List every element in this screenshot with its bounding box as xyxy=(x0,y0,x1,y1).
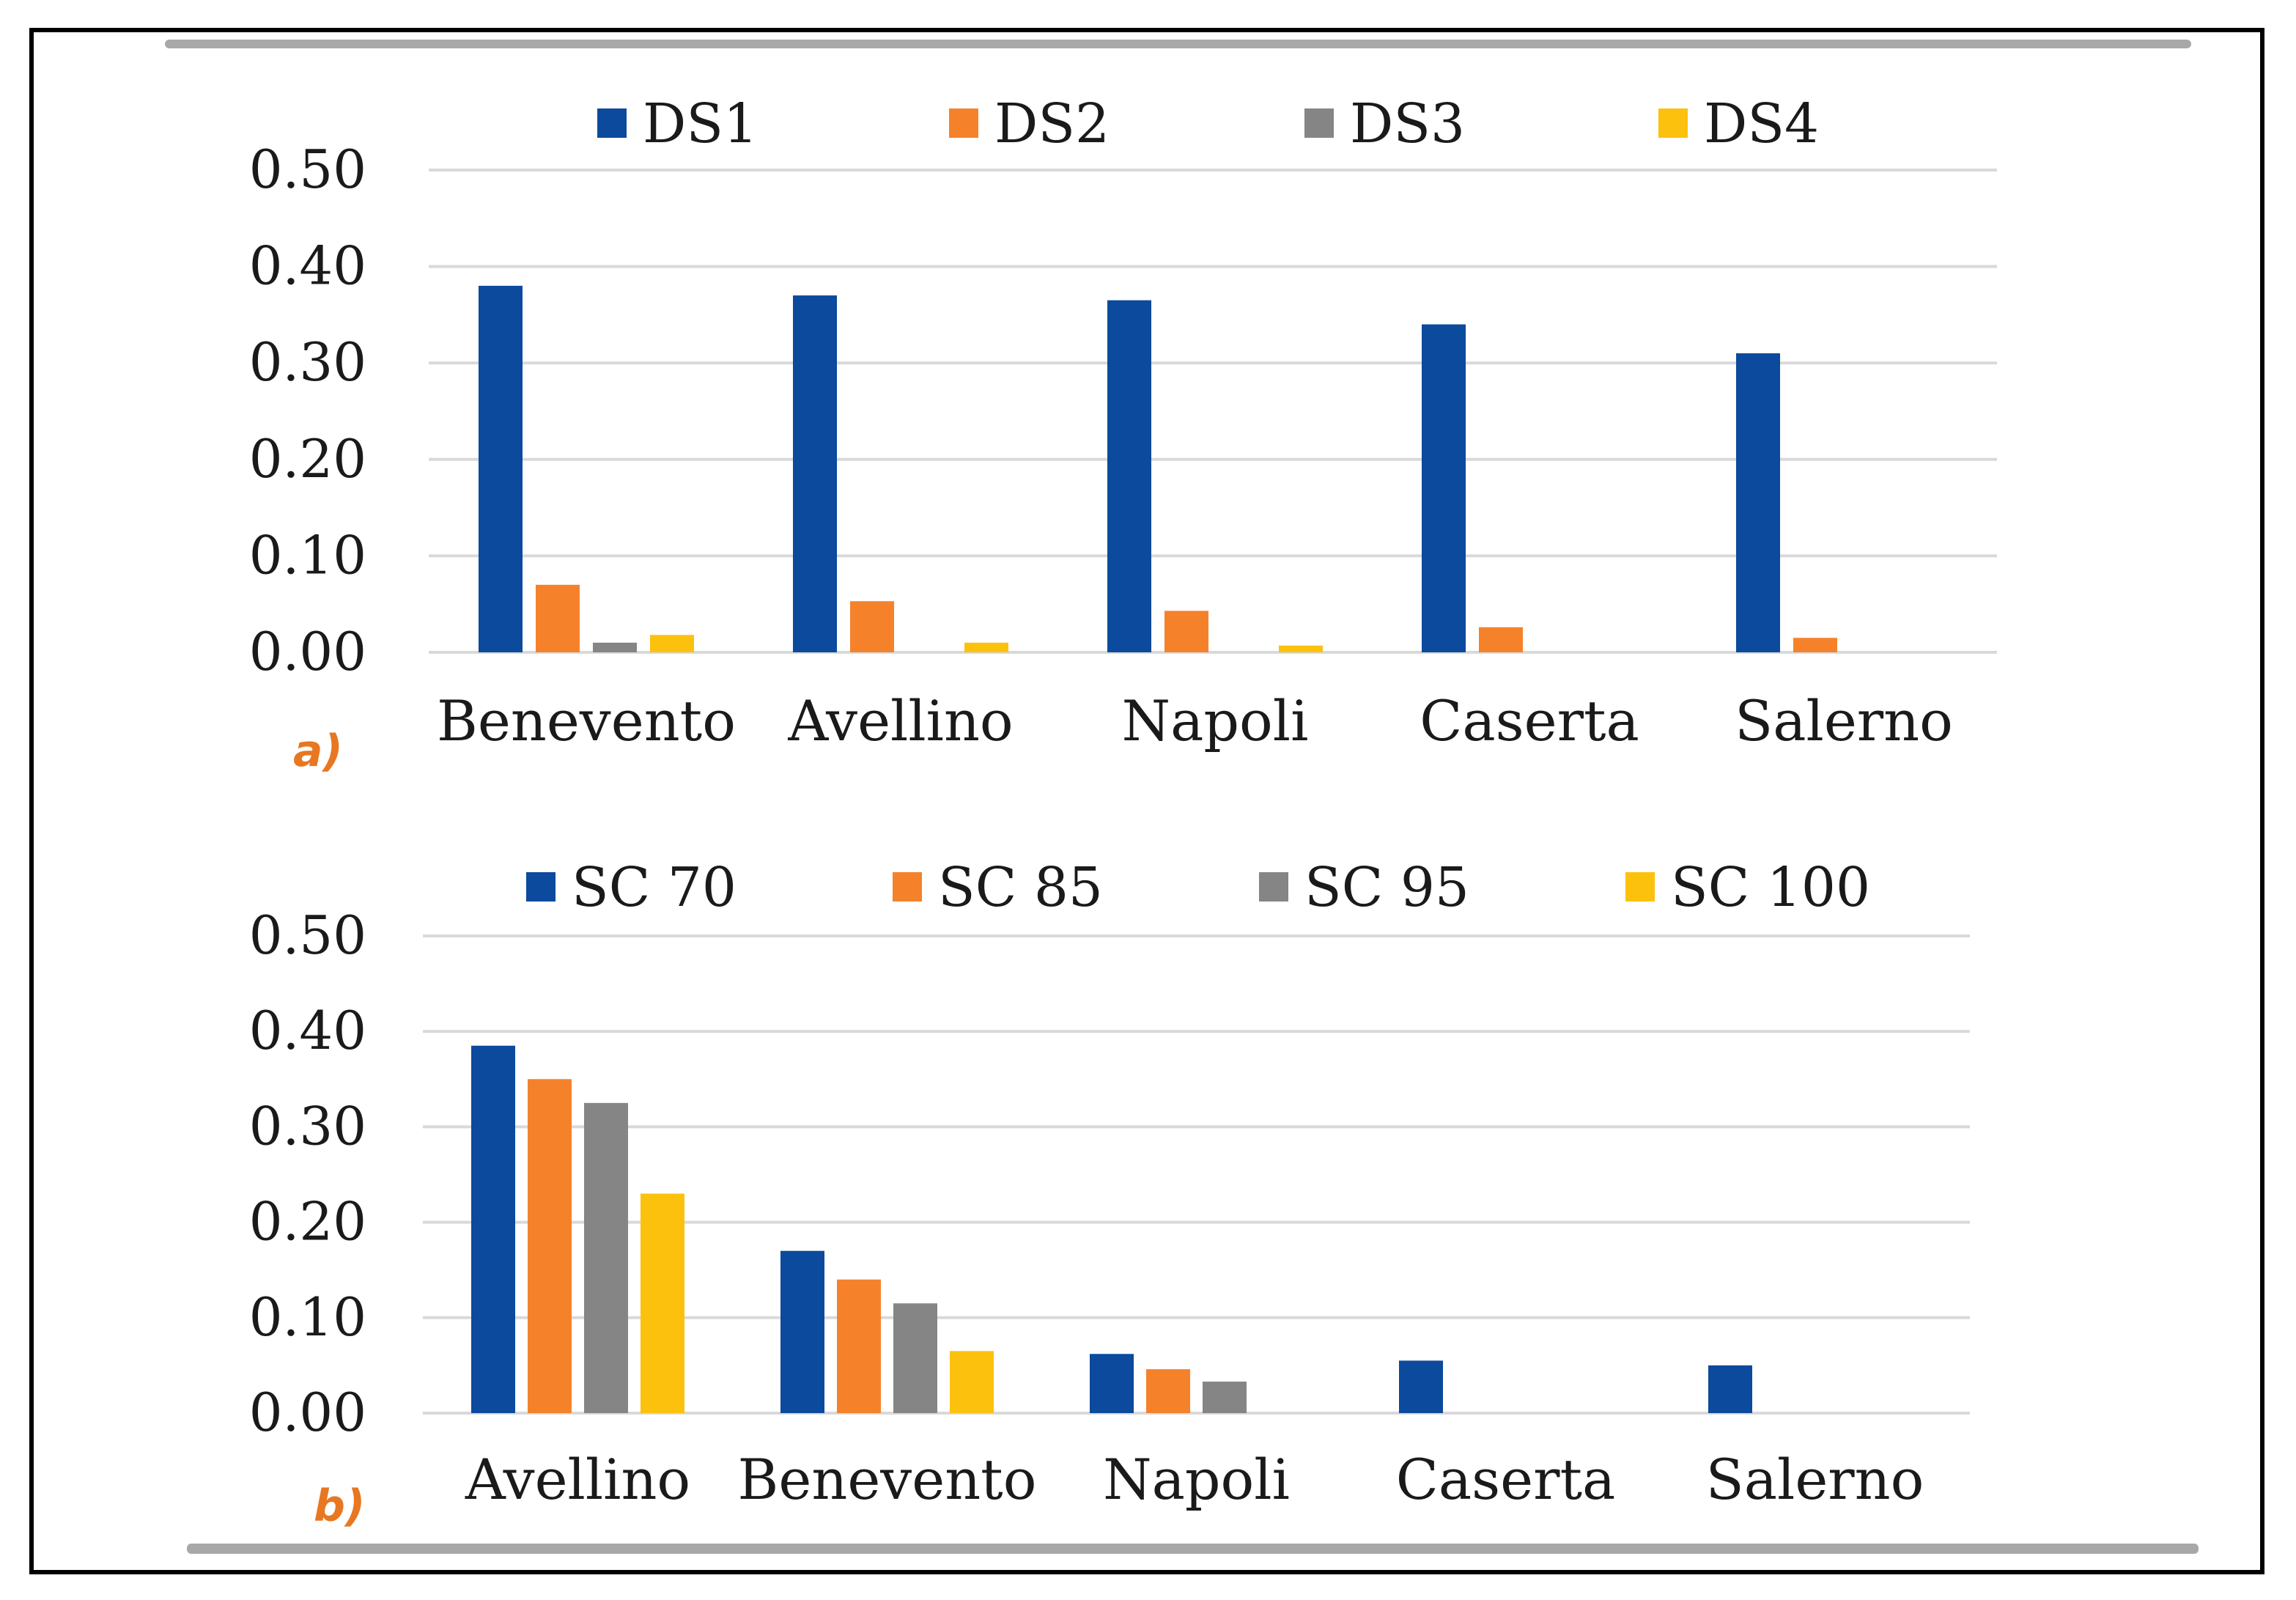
bar-ds1-salerno xyxy=(1736,353,1780,652)
legend-swatch xyxy=(526,872,555,902)
bar-sc70-caserta xyxy=(1399,1360,1443,1413)
panel-label: b) xyxy=(314,1481,365,1532)
bar-sc85-benevento xyxy=(837,1279,881,1413)
chart-a: 0.00 0.10 0.20 0.30 0.40 0.50 Benevento Avellin… xyxy=(249,92,1997,777)
y-tick-label: 0.00 xyxy=(249,1382,366,1443)
legend-swatch xyxy=(1625,872,1655,902)
category-label: Avellino xyxy=(787,688,1013,753)
bar-sc95-napoli xyxy=(1203,1382,1247,1413)
legend-swatch xyxy=(1658,108,1688,138)
bar-ds4-avellino xyxy=(964,642,1008,652)
legend-swatch xyxy=(1304,108,1334,138)
legend-swatch xyxy=(597,108,627,138)
bar-ds1-avellino xyxy=(793,295,837,652)
bar-ds1-benevento xyxy=(479,285,523,652)
legend-label: DS2 xyxy=(994,92,1110,155)
category-label: Avellino xyxy=(465,1447,690,1512)
bar-ds2-avellino xyxy=(850,601,894,652)
y-tick-label: 0.40 xyxy=(249,235,366,297)
legend-label: DS3 xyxy=(1350,92,1465,155)
bar-sc85-avellino xyxy=(528,1079,572,1413)
bar-ds2-salerno xyxy=(1793,638,1837,652)
legend-label: SC 70 xyxy=(572,856,737,919)
bar-ds2-caserta xyxy=(1479,627,1523,652)
y-tick-label: 0.50 xyxy=(249,139,366,200)
legend-label: SC 100 xyxy=(1671,856,1870,919)
bar-sc70-salerno xyxy=(1708,1365,1752,1413)
bar-ds1-caserta xyxy=(1422,324,1466,652)
category-label: Caserta xyxy=(1396,1447,1616,1512)
category-label: Salerno xyxy=(1706,1447,1924,1512)
category-label: Napoli xyxy=(1122,688,1309,753)
bar-sc70-benevento xyxy=(780,1250,824,1413)
legend-label: DS1 xyxy=(643,92,758,155)
legend-swatch xyxy=(893,872,922,902)
y-tick-label: 0.10 xyxy=(249,524,366,586)
legend-label: DS4 xyxy=(1704,92,1819,155)
y-tick-label: 0.20 xyxy=(249,428,366,490)
bar-ds3-benevento xyxy=(593,642,637,652)
y-tick-label: 0.00 xyxy=(249,621,366,682)
bar-ds4-napoli xyxy=(1279,645,1323,652)
legend-label: SC 95 xyxy=(1304,856,1469,919)
category-label: Napoli xyxy=(1103,1447,1290,1512)
bar-ds2-napoli xyxy=(1164,611,1208,652)
bar-ds2-benevento xyxy=(536,584,580,652)
y-tick-label: 0.20 xyxy=(249,1191,366,1253)
category-label: Benevento xyxy=(437,688,736,753)
y-tick-label: 0.10 xyxy=(249,1286,366,1348)
legend-swatch xyxy=(949,108,978,138)
bar-sc95-avellino xyxy=(584,1102,628,1413)
bar-sc70-avellino xyxy=(471,1045,515,1413)
y-tick-label: 0.30 xyxy=(249,331,366,393)
y-tick-label: 0.40 xyxy=(249,1000,366,1061)
bar-sc70-napoli xyxy=(1090,1354,1134,1413)
y-tick-label: 0.50 xyxy=(249,904,366,966)
bar-sc85-napoli xyxy=(1146,1369,1190,1413)
category-label: Caserta xyxy=(1420,688,1639,753)
bar-ds4-benevento xyxy=(650,635,694,652)
bar-sc100-benevento xyxy=(950,1351,994,1413)
bar-sc100-avellino xyxy=(641,1193,684,1413)
panel-label: a) xyxy=(293,726,343,777)
top-rule xyxy=(165,40,2191,48)
category-label: Salerno xyxy=(1735,688,1953,753)
y-tick-label: 0.30 xyxy=(249,1095,366,1157)
bar-sc95-benevento xyxy=(893,1303,937,1413)
legend-swatch xyxy=(1259,872,1288,902)
legend-label: SC 85 xyxy=(938,856,1103,919)
chart-b: 0.00 0.10 0.20 0.30 0.40 0.50 Avellino Benevent… xyxy=(249,856,1970,1532)
bottom-rule xyxy=(187,1544,2199,1554)
bar-ds1-napoli xyxy=(1107,300,1151,652)
category-label: Benevento xyxy=(738,1447,1037,1512)
